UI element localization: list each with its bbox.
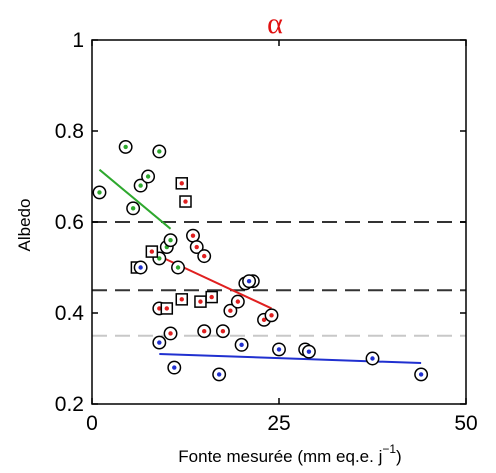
reference-lines	[92, 221, 466, 337]
point-s0-2	[126, 201, 141, 216]
point-s1-1	[145, 245, 159, 258]
point-s0-3	[133, 178, 148, 193]
point-s2-2	[167, 360, 182, 375]
x-tick-label-0: 0	[86, 412, 98, 435]
point-s2-8	[301, 344, 316, 359]
fit-lines	[98, 168, 422, 365]
data-points	[92, 139, 429, 382]
x-axis-label-superscript: −1	[382, 442, 396, 456]
point-s0-4	[141, 169, 156, 184]
point-s1-3	[160, 302, 174, 315]
point-s1-13	[205, 290, 218, 304]
x-tick-label-2: 50	[454, 412, 477, 435]
point-s1-4	[163, 326, 178, 341]
point-s1-8	[186, 228, 200, 243]
chart-title: α	[267, 7, 283, 40]
point-s2-6	[272, 342, 286, 357]
axis-ticks: 0 25 50 0.2 0.4 0.6 0.8 1	[55, 29, 478, 435]
point-s1-10	[197, 249, 212, 264]
point-s1-20	[264, 308, 279, 323]
point-s1-9	[189, 240, 204, 254]
fit-line-0	[98, 168, 172, 230]
y-tick-label-4: 1	[72, 29, 84, 52]
point-s2-10	[414, 367, 429, 382]
point-s2-1	[152, 335, 167, 350]
point-s2-5	[242, 274, 257, 289]
point-s1-6	[179, 195, 192, 208]
fit-line-2	[159, 352, 422, 365]
point-s2-9	[365, 351, 380, 366]
point-s1-12	[197, 324, 212, 339]
point-s1-11	[194, 295, 207, 308]
point-s1-5	[175, 177, 189, 190]
point-s0-5	[152, 144, 167, 159]
y-tick-label-2: 0.6	[55, 211, 84, 234]
point-s1-14	[215, 324, 230, 339]
point-s2-3	[212, 367, 227, 382]
y-tick-label-0: 0.2	[55, 393, 84, 416]
point-s1-15	[223, 303, 238, 318]
y-tick-label-1: 0.4	[55, 302, 85, 325]
point-s1-7	[175, 293, 189, 306]
point-s0-1	[118, 139, 133, 154]
point-s2-4	[234, 337, 249, 352]
x-axis-label: Fonte mesurée (mm eq.e. j−1)	[178, 442, 401, 466]
point-s2-0	[133, 260, 148, 275]
y-tick-label-3: 0.8	[55, 120, 84, 143]
point-s0-8	[163, 233, 178, 248]
x-tick-label-1: 25	[267, 412, 290, 435]
y-axis-label: Albedo	[15, 199, 34, 252]
point-s0-0	[92, 185, 107, 200]
point-s1-16	[230, 294, 245, 309]
point-s0-9	[171, 260, 185, 275]
